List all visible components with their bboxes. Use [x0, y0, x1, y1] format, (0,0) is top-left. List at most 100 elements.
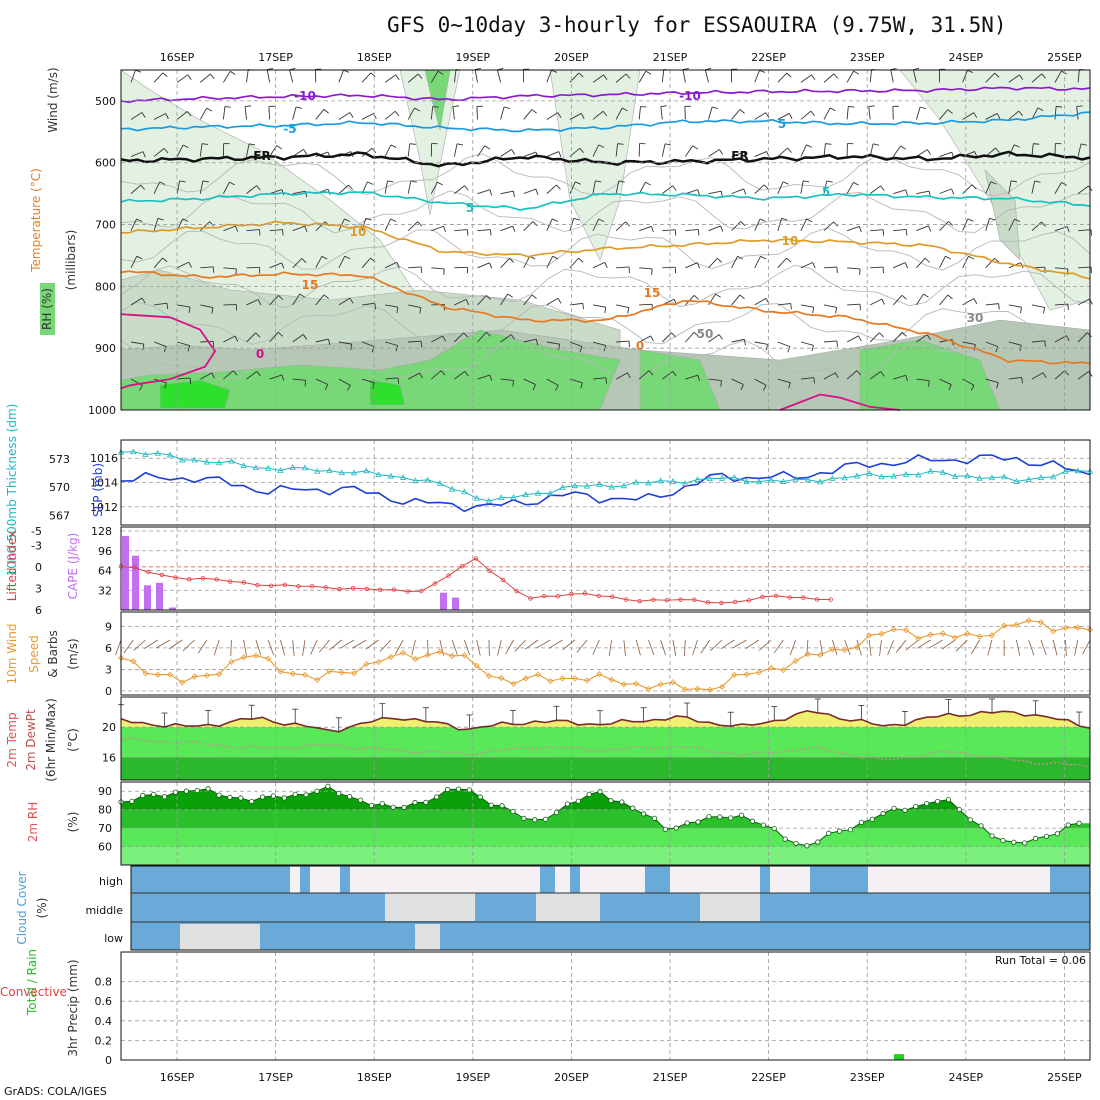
lifted-index-marker [200, 576, 206, 581]
wind-speed-marker [768, 664, 775, 671]
wind-barb [476, 106, 478, 120]
wind-barb-flag [163, 346, 167, 353]
wind-barb [408, 266, 422, 269]
contour-label: -10 [679, 89, 701, 103]
wind-barb-flag [787, 346, 791, 353]
rh-marker [793, 840, 799, 847]
thickness-marker [130, 448, 137, 455]
rh-marker [597, 789, 603, 795]
wind-barb [454, 229, 468, 232]
surface-wind-barb [352, 639, 367, 649]
wind-barb [1054, 70, 1062, 83]
contour-label: FR [731, 149, 748, 163]
surface-wind-barb [1040, 639, 1047, 656]
wind-barb-flag [452, 105, 459, 107]
rh-marker [956, 806, 962, 813]
wind-barb [684, 106, 686, 120]
wind-barb-flag [803, 180, 810, 183]
wind-speed-marker [964, 630, 971, 637]
wind-barb [407, 73, 419, 83]
thickness-marker [240, 462, 247, 469]
wind-barb-flag [302, 334, 308, 340]
cloud-high-block [555, 866, 570, 893]
wind-barb-flag [640, 106, 647, 108]
wind-barb [130, 341, 144, 345]
rh-marker [760, 822, 766, 828]
cloud-low-block [415, 924, 440, 950]
lifted-index-marker [432, 581, 438, 586]
wind-speed-marker [596, 671, 603, 678]
wind-barb [199, 221, 210, 232]
rh-marker [161, 794, 168, 800]
lifted-index-marker [323, 585, 328, 590]
wind-barb [1008, 376, 1022, 380]
wind-barb-flag [996, 113, 1001, 119]
wind-barb [292, 106, 297, 120]
wind-barb [823, 304, 837, 308]
wind-barb-flag [743, 188, 747, 195]
wind-barb-flag [859, 268, 861, 275]
wind-barb [407, 107, 415, 120]
wind-barb [1031, 221, 1042, 232]
wind-barb [708, 334, 720, 343]
rh-marker [738, 812, 745, 818]
wind-barb [523, 378, 536, 385]
wind-speed-marker [154, 671, 161, 678]
wind-barb [523, 188, 537, 195]
thickness-marker [461, 488, 468, 495]
wind-speed-marker [191, 673, 198, 680]
wind-barb [130, 255, 138, 269]
wind-barb-flag [1010, 180, 1018, 183]
rh-legend-swatch [40, 283, 55, 335]
lifted-index-marker [187, 577, 192, 582]
wind-barb [246, 332, 257, 343]
rh-shading [369, 379, 406, 406]
wind-barb-flag [141, 112, 146, 118]
wind-barb-flag [464, 185, 469, 191]
thickness-marker [363, 467, 370, 474]
wind-barb [592, 341, 606, 346]
wind-barb [477, 262, 490, 269]
wind-barb [269, 374, 283, 380]
wind-barb [985, 113, 998, 120]
wind-barb [223, 71, 231, 83]
wind-barb [638, 182, 646, 194]
isotherm-line [120, 86, 1091, 104]
wind-barb [800, 262, 813, 269]
wind-barb [153, 257, 163, 269]
cloud-high-block [868, 866, 885, 893]
wind-barb [731, 188, 744, 195]
lifted-index-marker [787, 595, 792, 600]
rh-contour-line [120, 264, 1091, 309]
wind-barb [708, 378, 722, 382]
rh-marker [586, 791, 592, 797]
wind-barb [800, 144, 807, 157]
wind-barb [153, 181, 161, 194]
surface-wind-barb [928, 639, 944, 649]
lifted-index-marker [459, 564, 465, 569]
wind-barb [289, 69, 294, 83]
wind-barb [1077, 143, 1082, 157]
thickness-marker [277, 467, 284, 473]
wind-barb [269, 229, 283, 232]
wind-barb [1008, 74, 1020, 83]
wind-barb-flag [858, 335, 862, 342]
surface-wind-barb [773, 639, 784, 654]
wind-barb [266, 69, 271, 83]
wind-barb [130, 69, 136, 83]
rh-marker [292, 791, 298, 797]
wind-speed-marker [534, 671, 542, 678]
wind-barb [800, 341, 814, 346]
wind-barb-flag [489, 262, 493, 269]
thickness-marker [645, 479, 652, 486]
wind-barb-flag [1021, 377, 1023, 384]
surface-wind-barb [745, 639, 760, 650]
wind-barb-flag [578, 72, 584, 78]
lifted-index-marker [814, 597, 820, 602]
wind-barb [800, 304, 814, 308]
wind-barb-flag [900, 145, 906, 150]
lifted-index-marker [514, 588, 519, 594]
wind-barb-flag [552, 255, 559, 260]
wind-barb [454, 185, 465, 194]
rh-marker [1022, 840, 1028, 846]
